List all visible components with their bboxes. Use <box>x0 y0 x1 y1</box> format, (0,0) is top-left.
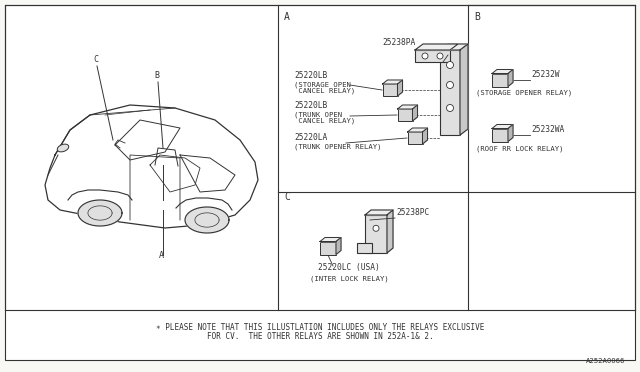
Text: 25238PA: 25238PA <box>382 38 415 47</box>
Polygon shape <box>422 128 428 144</box>
Polygon shape <box>185 207 229 233</box>
Circle shape <box>422 53 428 59</box>
Text: 25220LB: 25220LB <box>294 101 327 110</box>
Polygon shape <box>492 125 513 128</box>
Text: A252A0066: A252A0066 <box>586 358 625 364</box>
Text: 25238PC: 25238PC <box>396 208 429 217</box>
Polygon shape <box>460 44 468 135</box>
Text: ∗ PLEASE NOTE THAT THIS ILLUSTLATION INCLUDES ONLY THE RELAYS EXCLUSIVE: ∗ PLEASE NOTE THAT THIS ILLUSTLATION INC… <box>156 323 484 332</box>
Text: 25232W: 25232W <box>531 70 559 79</box>
Bar <box>440 50 460 135</box>
Polygon shape <box>383 80 403 84</box>
Polygon shape <box>413 105 417 121</box>
Text: CANCEL RELAY): CANCEL RELAY) <box>294 118 355 125</box>
Bar <box>397 109 413 121</box>
Bar <box>357 243 372 253</box>
Bar <box>408 132 422 144</box>
Text: 25232WA: 25232WA <box>531 125 564 134</box>
Ellipse shape <box>57 144 68 152</box>
Text: B: B <box>154 71 159 80</box>
Text: CANCEL RELAY): CANCEL RELAY) <box>294 88 355 94</box>
Polygon shape <box>408 128 428 132</box>
Text: (TRUNK OPENER RELAY): (TRUNK OPENER RELAY) <box>294 143 381 150</box>
Polygon shape <box>45 105 258 228</box>
Polygon shape <box>387 210 393 253</box>
Text: (STORAGE OPEN: (STORAGE OPEN <box>294 81 351 87</box>
Polygon shape <box>336 237 341 254</box>
Text: (STORAGE OPENER RELAY): (STORAGE OPENER RELAY) <box>476 90 572 96</box>
Text: C: C <box>284 192 290 202</box>
Circle shape <box>373 225 379 231</box>
Polygon shape <box>508 125 513 141</box>
Polygon shape <box>397 105 417 109</box>
Text: FOR CV.  THE OTHER RELAYS ARE SHOWN IN 252A-1& 2.: FOR CV. THE OTHER RELAYS ARE SHOWN IN 25… <box>207 332 433 341</box>
Circle shape <box>447 61 454 68</box>
Polygon shape <box>320 237 341 241</box>
Text: C: C <box>93 55 98 64</box>
Polygon shape <box>365 210 393 215</box>
Text: (INTER LOCK RELAY): (INTER LOCK RELAY) <box>310 275 388 282</box>
Circle shape <box>437 53 443 59</box>
Polygon shape <box>415 44 458 50</box>
Polygon shape <box>492 70 513 74</box>
Text: 25220LC (USA): 25220LC (USA) <box>318 263 380 272</box>
Text: A: A <box>284 12 290 22</box>
Circle shape <box>447 105 454 112</box>
Polygon shape <box>78 200 122 226</box>
Bar <box>492 74 508 87</box>
Bar <box>383 84 397 96</box>
Polygon shape <box>508 70 513 87</box>
Bar <box>365 215 387 253</box>
Text: 25220LB: 25220LB <box>294 71 327 80</box>
Polygon shape <box>397 80 403 96</box>
Text: A: A <box>159 251 164 260</box>
Circle shape <box>447 81 454 89</box>
Bar <box>415 50 450 62</box>
Polygon shape <box>440 44 468 50</box>
Text: (ROOF RR LOCK RELAY): (ROOF RR LOCK RELAY) <box>476 145 563 151</box>
Bar <box>492 128 508 141</box>
Text: 25220LA: 25220LA <box>294 133 327 142</box>
Bar <box>320 241 336 254</box>
Text: (TRUNK OPEN: (TRUNK OPEN <box>294 111 342 118</box>
Text: B: B <box>474 12 480 22</box>
